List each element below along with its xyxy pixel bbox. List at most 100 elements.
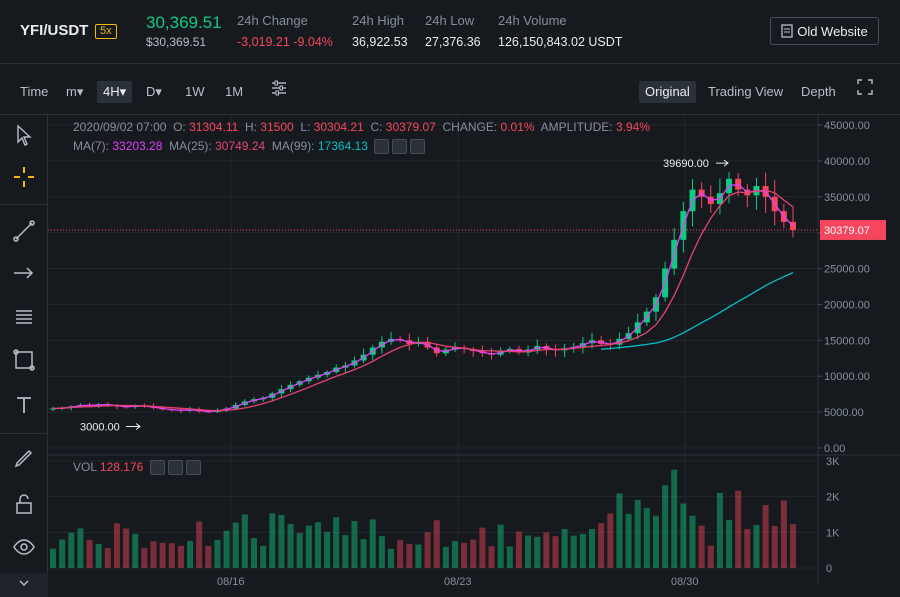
price-tick-label: 35000.00: [824, 192, 870, 204]
volume-bar: [433, 520, 440, 568]
volume-bar: [570, 535, 577, 568]
volume-tick-label: 2K: [826, 492, 840, 504]
edit-pencil-icon[interactable]: [12, 446, 36, 470]
chart-toolbar: Time m▾ 4H▾ D▾ 1W 1M Original Trading Vi…: [0, 65, 900, 115]
high-annotation-arrow: [716, 159, 729, 167]
text-tool-icon[interactable]: [12, 393, 36, 417]
volume-bar: [77, 528, 84, 568]
volume-bar: [342, 535, 349, 568]
volume-bar: [716, 492, 723, 568]
stat-value: -3,019.21 -9.04%: [237, 35, 333, 49]
price-tick-label: 25000.00: [824, 264, 870, 276]
legend-amplitude-label: AMPLITUDE:: [540, 120, 613, 134]
price-tick-label: 10000.00: [824, 371, 870, 383]
volume-bar: [424, 532, 431, 568]
fibonacci-icon[interactable]: [12, 305, 36, 329]
interval-4h-dropdown[interactable]: 4H▾: [97, 81, 133, 103]
date-tick-label: 08/30: [671, 576, 699, 588]
rectangle-tool-icon[interactable]: [12, 348, 36, 372]
view-trading-view-tab[interactable]: Trading View: [708, 84, 784, 99]
view-depth-tab[interactable]: Depth: [801, 84, 836, 99]
crosshair-icon[interactable]: [12, 165, 36, 189]
volume-bar: [652, 515, 659, 568]
volume-bar: [451, 541, 458, 568]
legend-change: 0.01%: [500, 120, 535, 134]
price-chart-area[interactable]: 45000.0040000.0035000.0030000.0025000.00…: [48, 115, 900, 597]
ma7-line: [52, 183, 794, 413]
volume-bar: [196, 521, 203, 568]
view-original-tab[interactable]: Original: [639, 81, 696, 103]
volume-bar: [296, 533, 303, 568]
eye-visibility-icon[interactable]: [12, 535, 36, 559]
tool-divider: [0, 433, 48, 434]
ma-eye-icon[interactable]: [374, 139, 390, 155]
stat-value: 36,922.53: [352, 35, 408, 49]
legend-amplitude: 3.94%: [615, 120, 650, 134]
cursor-arrow-icon[interactable]: [12, 123, 36, 147]
drawing-tools-sidebar: [0, 115, 48, 597]
date-tick-label: 08/23: [444, 576, 472, 588]
volume-bar: [260, 545, 267, 568]
ma-close-icon[interactable]: [410, 139, 426, 155]
stat-label: 24h Volume: [498, 13, 567, 28]
volume-bar: [132, 533, 139, 568]
ma7-label: MA(7):: [73, 139, 109, 153]
volume-bar: [707, 545, 714, 568]
volume-bar: [324, 531, 331, 568]
volume-bar: [397, 540, 404, 568]
volume-bar: [250, 538, 257, 568]
volume-bar: [525, 535, 532, 568]
date-tick-label: 08/16: [217, 576, 245, 588]
ohlc-legend: 2020/09/02 07:00 O: 31304.11 H: 31500 L:…: [73, 120, 650, 134]
vol-value: 128.176: [99, 460, 144, 474]
volume-bar: [269, 513, 276, 568]
vol-settings-icon[interactable]: [167, 460, 183, 476]
volume-bar: [698, 525, 705, 568]
legend-open-label: O:: [173, 120, 186, 134]
pair-title[interactable]: YFI/USDT: [20, 22, 89, 39]
candlestick-chart-svg[interactable]: 45000.0040000.0035000.0030000.0025000.00…: [48, 115, 900, 597]
unlock-icon[interactable]: [12, 492, 36, 516]
interval-time-button[interactable]: Time: [20, 84, 49, 99]
volume-bar: [497, 524, 504, 568]
leverage-badge: 5x: [95, 24, 117, 39]
interval-day-dropdown[interactable]: D▾: [146, 84, 162, 99]
volume-bar: [59, 539, 66, 568]
volume-bar: [168, 543, 175, 568]
interval-minutes-dropdown[interactable]: m▾: [66, 84, 84, 99]
volume-bar: [50, 548, 56, 568]
volume-bar: [479, 527, 486, 568]
old-website-button[interactable]: Old Website: [770, 17, 879, 45]
arrow-line-icon[interactable]: [12, 261, 36, 285]
volume-bar: [205, 546, 212, 568]
volume-bar: [680, 503, 687, 568]
volume-bar: [744, 529, 751, 568]
volume-bar: [388, 548, 395, 568]
stat-24h-volume: 24h Volume 126,150,843.02 USDT: [498, 13, 622, 49]
current-price-tag: [820, 219, 886, 240]
volume-bar: [461, 542, 468, 568]
volume-bar: [616, 493, 623, 568]
volume-legend: VOL 128.176: [73, 460, 201, 476]
stat-24h-low: 24h Low 27,376.36: [425, 13, 481, 49]
vol-close-icon[interactable]: [185, 460, 201, 476]
ma99-line: [601, 272, 794, 350]
volume-bar: [689, 515, 696, 568]
ma-settings-icon[interactable]: [392, 139, 408, 155]
vol-eye-icon[interactable]: [149, 460, 165, 476]
stat-label: 24h Low: [425, 13, 475, 28]
collapse-toolbar-icon[interactable]: [0, 573, 48, 597]
volume-bar: [442, 546, 449, 568]
interval-1w-button[interactable]: 1W: [185, 84, 205, 99]
indicator-settings-icon[interactable]: [264, 79, 294, 101]
ma99-value: 17364.13: [317, 139, 368, 153]
interval-1m-button[interactable]: 1M: [225, 84, 244, 99]
trend-line-icon[interactable]: [12, 219, 36, 243]
stat-label: 24h High: [352, 13, 405, 28]
fullscreen-icon[interactable]: [851, 79, 879, 101]
legend-low: 30304.21: [313, 120, 364, 134]
volume-bar: [515, 531, 522, 568]
volume-bar: [579, 533, 586, 568]
ma25-label: MA(25):: [169, 139, 212, 153]
